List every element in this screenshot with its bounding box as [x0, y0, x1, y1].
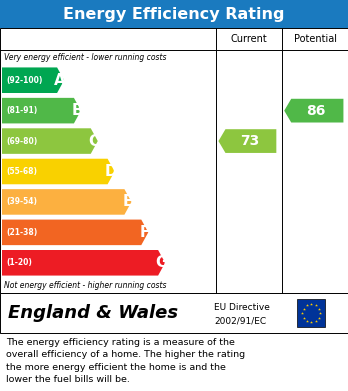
Polygon shape: [2, 98, 81, 124]
Bar: [298, 299, 325, 327]
Text: D: D: [104, 164, 117, 179]
Text: 2002/91/EC: 2002/91/EC: [214, 316, 266, 325]
Text: C: C: [88, 134, 100, 149]
Text: 86: 86: [306, 104, 326, 118]
Text: Potential: Potential: [294, 34, 337, 44]
Text: G: G: [155, 255, 167, 270]
Polygon shape: [2, 220, 148, 245]
Polygon shape: [2, 67, 64, 93]
Text: F: F: [139, 225, 150, 240]
Polygon shape: [2, 250, 165, 276]
Text: A: A: [54, 73, 66, 88]
Text: (81-91): (81-91): [6, 106, 37, 115]
Text: Very energy efficient - lower running costs: Very energy efficient - lower running co…: [4, 53, 166, 62]
Text: (55-68): (55-68): [6, 167, 37, 176]
Text: Current: Current: [231, 34, 268, 44]
Text: (39-54): (39-54): [6, 197, 37, 206]
Text: (92-100): (92-100): [6, 76, 42, 85]
Polygon shape: [219, 129, 276, 153]
Polygon shape: [2, 189, 132, 215]
Bar: [0, 293, 348, 333]
Text: 73: 73: [240, 134, 259, 148]
Polygon shape: [2, 128, 98, 154]
Polygon shape: [2, 159, 114, 184]
Text: (69-80): (69-80): [6, 136, 37, 145]
Bar: [0, 0, 348, 28]
Text: B: B: [71, 103, 83, 118]
Text: E: E: [122, 194, 133, 210]
Text: EU Directive: EU Directive: [214, 303, 270, 312]
Text: England & Wales: England & Wales: [8, 304, 178, 322]
Polygon shape: [284, 99, 343, 122]
Text: (21-38): (21-38): [6, 228, 37, 237]
Bar: [0, 28, 348, 293]
Text: The energy efficiency rating is a measure of the
overall efficiency of a home. T: The energy efficiency rating is a measur…: [6, 337, 245, 384]
Text: Energy Efficiency Rating: Energy Efficiency Rating: [63, 7, 285, 22]
Text: (1-20): (1-20): [6, 258, 32, 267]
Text: Not energy efficient - higher running costs: Not energy efficient - higher running co…: [4, 281, 166, 290]
